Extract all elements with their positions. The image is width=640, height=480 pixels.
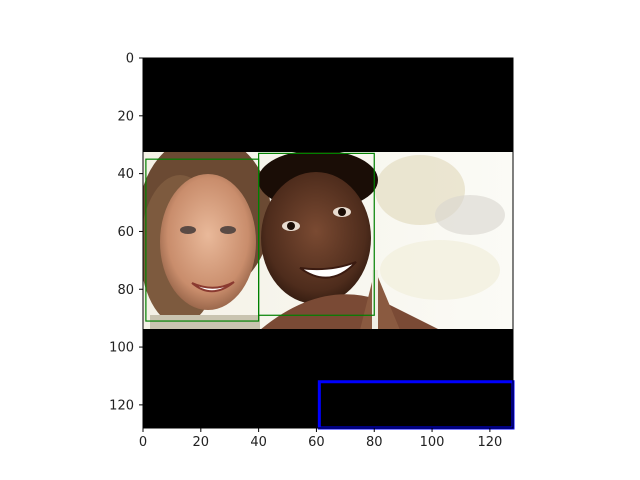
y-tick-label: 100 (109, 341, 134, 356)
x-tick-label: 120 (477, 435, 502, 450)
x-tick-label: 60 (308, 435, 325, 450)
y-tick-label: 80 (117, 283, 134, 298)
x-tick-label: 0 (139, 435, 147, 450)
axes-frame (142, 57, 514, 429)
y-tick-label: 20 (117, 109, 134, 124)
face-left (160, 174, 256, 310)
x-tick-label: 80 (366, 435, 383, 450)
x-tick-label: 20 (193, 435, 210, 450)
face-box-right (258, 152, 375, 316)
photo (143, 152, 513, 329)
x-tick-label: 40 (250, 435, 267, 450)
x-tick-label: 100 (420, 435, 445, 450)
y-tick-label: 60 (117, 225, 134, 240)
y-tick-label: 0 (126, 52, 134, 67)
y-tick-label: 120 (109, 398, 134, 413)
face-right (261, 172, 371, 304)
y-tick-label: 40 (117, 167, 134, 182)
